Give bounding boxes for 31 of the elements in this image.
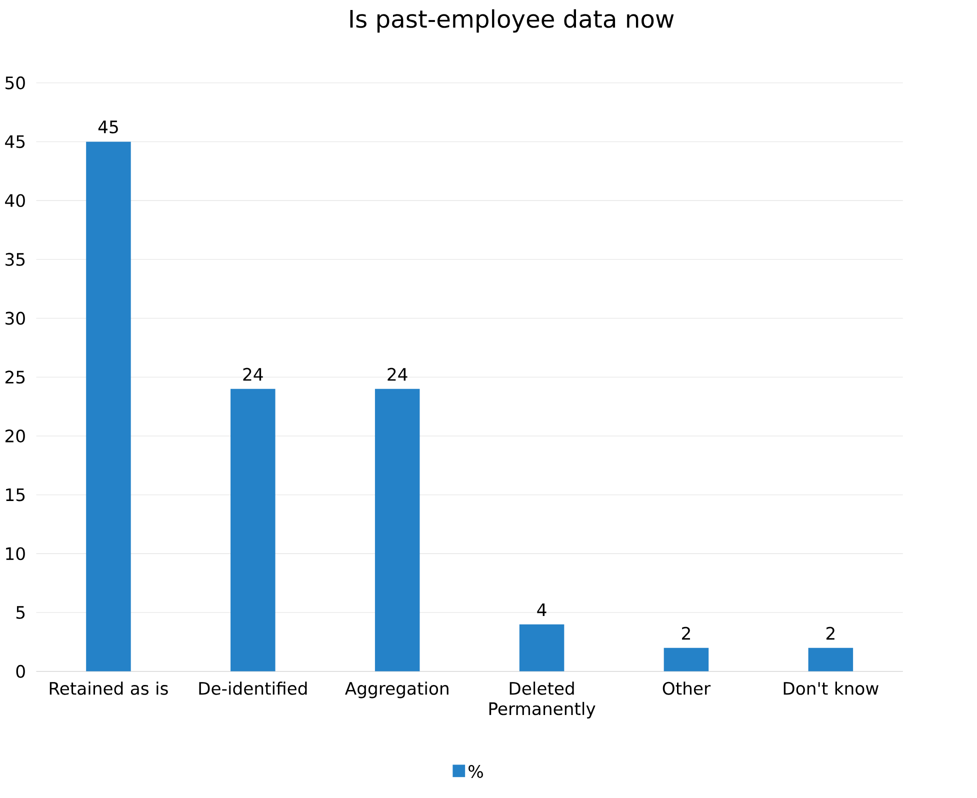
bar bbox=[808, 648, 854, 672]
bar bbox=[230, 388, 276, 672]
y-tick-label: 10 bbox=[6, 547, 25, 560]
y-tick-label: 50 bbox=[6, 76, 25, 90]
data-label: 4 bbox=[537, 603, 546, 616]
x-tick-label: Other bbox=[662, 682, 711, 695]
y-tick-label: 5 bbox=[16, 606, 25, 619]
data-label: 2 bbox=[826, 626, 834, 640]
x-tick-label: Deleted Permanently bbox=[489, 682, 596, 718]
chart-title: Is past-employee data now bbox=[350, 9, 674, 33]
data-label: 24 bbox=[388, 368, 408, 381]
data-label: 45 bbox=[98, 120, 118, 134]
y-tick-label: 0 bbox=[16, 664, 25, 678]
bar bbox=[664, 648, 709, 672]
y-tick-label: 35 bbox=[6, 252, 25, 266]
x-tick-label: Aggregation bbox=[345, 682, 448, 698]
y-tick-label: 30 bbox=[6, 312, 25, 325]
y-tick-label: 45 bbox=[5, 135, 25, 148]
data-label: 2 bbox=[682, 626, 690, 640]
y-tick-label: 15 bbox=[6, 488, 25, 502]
y-tick-label: 25 bbox=[5, 370, 25, 384]
x-tick-label: Retained as is bbox=[50, 682, 168, 695]
legend-label: % bbox=[468, 764, 483, 778]
bar bbox=[86, 142, 131, 672]
x-tick-label: Don't know bbox=[784, 682, 878, 695]
data-label: 24 bbox=[243, 368, 263, 381]
y-tick-label: 20 bbox=[5, 429, 25, 442]
y-tick-label: 40 bbox=[5, 194, 25, 208]
x-tick-label: De-identified bbox=[199, 682, 307, 695]
bar bbox=[374, 388, 420, 672]
bar bbox=[519, 624, 564, 672]
